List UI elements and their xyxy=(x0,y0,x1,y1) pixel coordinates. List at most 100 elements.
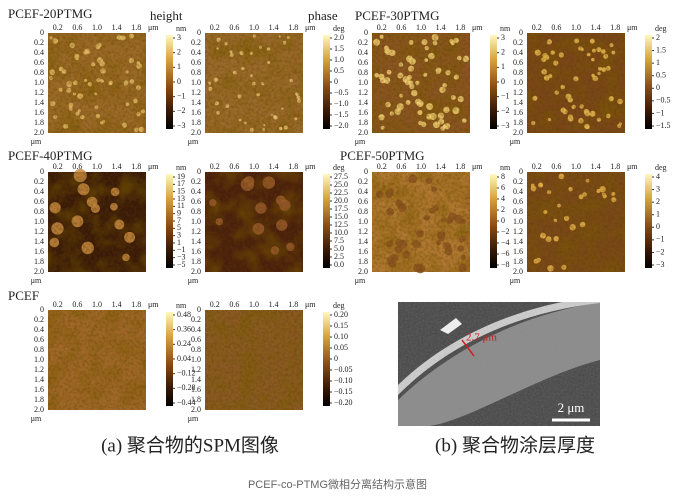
mode-label: phase xyxy=(308,8,338,23)
sem-image: 2.7 μm 2 μm xyxy=(398,302,600,426)
y-tick-label: 0.6 xyxy=(513,197,523,206)
afm-image xyxy=(48,310,146,410)
y-tick-label: 0.4 xyxy=(358,48,368,57)
colorbar-tick-label: 0.0 xyxy=(334,260,344,269)
x-tick-label: 0.6 xyxy=(396,23,406,32)
y-tick-label: 1.4 xyxy=(513,237,523,246)
colorbar-tick-label: 0.5 xyxy=(334,66,344,75)
y-tick-label: 0 xyxy=(197,167,201,176)
x-tick-label: 0.2 xyxy=(377,23,387,32)
y-tick-label: 1.4 xyxy=(34,237,44,246)
colorbar-tick-label: −3 xyxy=(177,252,186,261)
x-tick-label: 1.8 xyxy=(610,23,620,32)
y-tick-label: 0.8 xyxy=(34,345,44,354)
y-unit: μm xyxy=(188,276,199,285)
afm-image xyxy=(527,33,625,133)
x-tick-label: 1.4 xyxy=(112,162,122,171)
afm-image xyxy=(205,33,303,133)
x-tick-label: 1.0 xyxy=(571,23,581,32)
colorbar-tick-label: −1 xyxy=(656,108,665,117)
colorbar-tick-label: 3 xyxy=(656,184,660,193)
colorbar-tick-label: −8 xyxy=(501,260,510,269)
colorbar xyxy=(166,174,173,268)
colorbar-tick-label: 2.5 xyxy=(334,252,344,261)
colorbar-tick-label: 0 xyxy=(177,77,181,86)
colorbar-tick-label: 0 xyxy=(501,216,505,225)
y-unit: μm xyxy=(510,276,521,285)
colorbar-tick-label: 2 xyxy=(656,197,660,206)
y-tick-label: 1.8 xyxy=(34,395,44,404)
colorbar-tick-label: 1 xyxy=(656,210,660,219)
y-tick-label: 2.0 xyxy=(358,128,368,137)
colorbar-unit: deg xyxy=(655,24,667,33)
y-tick-label: 0.2 xyxy=(191,177,201,186)
colorbar-tick-label: −2 xyxy=(501,106,510,115)
y-tick-label: 2.0 xyxy=(358,267,368,276)
y-tick-label: 0.4 xyxy=(34,187,44,196)
x-unit: μm xyxy=(472,162,483,171)
y-tick-label: 1.4 xyxy=(513,98,523,107)
colorbar-tick-label: −2.0 xyxy=(334,121,349,130)
x-unit: μm xyxy=(627,23,638,32)
x-tick-label: 1.4 xyxy=(269,162,279,171)
y-tick-label: 0 xyxy=(197,28,201,37)
y-tick-label: 0.2 xyxy=(34,177,44,186)
colorbar-tick-label: 1.0 xyxy=(334,55,344,64)
colorbar-tick-label: 5.0 xyxy=(334,244,344,253)
y-tick-label: 2.0 xyxy=(513,267,523,276)
y-tick-label: 1.0 xyxy=(358,78,368,87)
y-tick-label: 1.0 xyxy=(358,217,368,226)
y-tick-label: 1.6 xyxy=(358,108,368,117)
y-tick-label: 1.8 xyxy=(34,257,44,266)
x-tick-label: 1.8 xyxy=(131,162,141,171)
x-tick-label: 1.4 xyxy=(591,162,601,171)
y-tick-label: 0.8 xyxy=(34,207,44,216)
colorbar-tick-label: 25.0 xyxy=(334,180,348,189)
colorbar-tick-label: 0 xyxy=(334,354,338,363)
colorbar-tick-label: −4 xyxy=(501,238,510,247)
x-tick-label: 1.4 xyxy=(591,23,601,32)
colorbar-unit: deg xyxy=(333,163,345,172)
x-unit: μm xyxy=(305,162,316,171)
y-tick-label: 1.4 xyxy=(34,375,44,384)
y-tick-label: 0.6 xyxy=(513,58,523,67)
y-tick-label: 2.0 xyxy=(34,128,44,137)
x-tick-label: 1.0 xyxy=(571,162,581,171)
y-tick-label: 1.6 xyxy=(191,385,201,394)
y-tick-label: 2.0 xyxy=(34,267,44,276)
colorbar-tick-label: −0.15 xyxy=(334,387,353,396)
colorbar-tick-label: −1 xyxy=(177,91,186,100)
colorbar-tick-label: 0 xyxy=(656,222,660,231)
scale-label: 2 μm xyxy=(558,400,585,415)
colorbar-tick-label: 0.10 xyxy=(334,332,348,341)
y-tick-label: 0.4 xyxy=(513,187,523,196)
colorbar-tick-label: 0.20 xyxy=(334,310,348,319)
y-tick-label: 1.0 xyxy=(191,217,201,226)
x-tick-label: 0.6 xyxy=(229,23,239,32)
colorbar-tick-label: 5 xyxy=(177,223,181,232)
x-tick-label: 1.0 xyxy=(416,23,426,32)
x-tick-label: 1.0 xyxy=(249,162,259,171)
y-tick-label: 0.4 xyxy=(34,48,44,57)
colorbar-tick-label: 0 xyxy=(501,77,505,86)
y-tick-label: 1.4 xyxy=(358,98,368,107)
x-tick-label: 0.2 xyxy=(53,162,63,171)
colorbar-unit: nm xyxy=(176,301,187,310)
image-noise xyxy=(205,172,303,272)
y-tick-label: 0.6 xyxy=(191,197,201,206)
y-tick-label: 0.6 xyxy=(34,335,44,344)
y-tick-label: 0.2 xyxy=(34,38,44,47)
x-tick-label: 1.8 xyxy=(455,162,465,171)
colorbar-tick-label: −5 xyxy=(177,260,186,269)
y-unit: μm xyxy=(31,276,42,285)
colorbar-unit: nm xyxy=(500,163,511,172)
colorbar-tick-label: 20.0 xyxy=(334,196,348,205)
sample-label: PCEF-20PTMG xyxy=(8,6,93,21)
y-tick-label: 0.8 xyxy=(513,68,523,77)
colorbar-unit: deg xyxy=(333,301,345,310)
colorbar-tick-label: 3 xyxy=(177,33,181,42)
y-unit: μm xyxy=(188,414,199,423)
y-tick-label: 0 xyxy=(364,28,368,37)
x-tick-label: 0.6 xyxy=(72,23,82,32)
